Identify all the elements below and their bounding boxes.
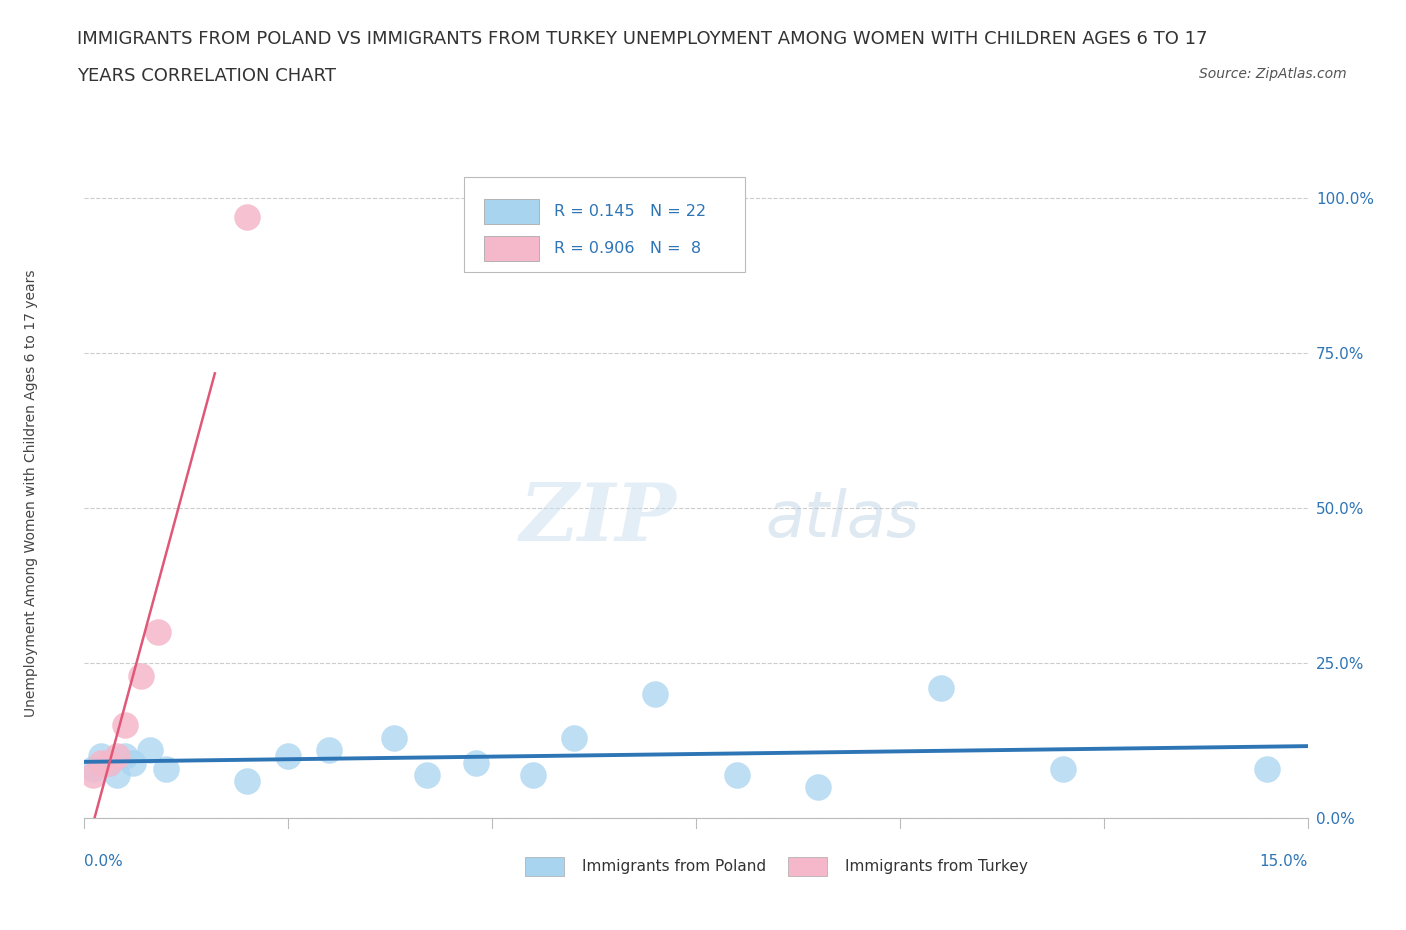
Point [131,669,153,684]
FancyBboxPatch shape [524,857,564,876]
Point [1052,762,1074,777]
Point [522,767,544,782]
FancyBboxPatch shape [787,857,827,876]
Point [1256,762,1278,777]
Point [82,762,104,777]
Text: Source: ZipAtlas.com: Source: ZipAtlas.com [1199,67,1347,81]
Point [114,749,136,764]
Point [114,718,136,733]
Point [807,780,830,795]
Point [146,625,169,640]
FancyBboxPatch shape [484,199,540,224]
Point [105,767,128,782]
Point [90,755,112,770]
Text: Immigrants from Turkey: Immigrants from Turkey [845,859,1028,874]
Text: ZIP: ZIP [520,480,676,558]
Text: IMMIGRANTS FROM POLAND VS IMMIGRANTS FROM TURKEY UNEMPLOYMENT AMONG WOMEN WITH C: IMMIGRANTS FROM POLAND VS IMMIGRANTS FRO… [77,30,1208,47]
FancyBboxPatch shape [464,178,745,272]
Text: 0.0%: 0.0% [84,854,124,870]
Point [725,767,748,782]
Point [138,743,160,758]
Point [90,749,112,764]
FancyBboxPatch shape [484,236,540,261]
Point [236,774,259,789]
Point [318,743,340,758]
Point [82,767,104,782]
Text: Immigrants from Poland: Immigrants from Poland [582,859,766,874]
Point [416,767,439,782]
Text: R = 0.145   N = 22: R = 0.145 N = 22 [554,205,706,219]
Point [277,749,299,764]
Text: YEARS CORRELATION CHART: YEARS CORRELATION CHART [77,67,336,85]
Point [105,749,128,764]
Point [562,730,585,745]
Point [464,755,486,770]
Point [97,755,120,770]
Point [97,755,120,770]
Point [122,755,145,770]
Point [929,681,952,696]
Point [236,209,259,224]
Point [382,730,405,745]
Point [155,762,177,777]
Text: Unemployment Among Women with Children Ages 6 to 17 years: Unemployment Among Women with Children A… [24,269,38,717]
Text: atlas: atlas [766,488,920,550]
Text: 15.0%: 15.0% [1260,854,1308,870]
Text: R = 0.906   N =  8: R = 0.906 N = 8 [554,241,702,257]
Point [644,687,666,702]
